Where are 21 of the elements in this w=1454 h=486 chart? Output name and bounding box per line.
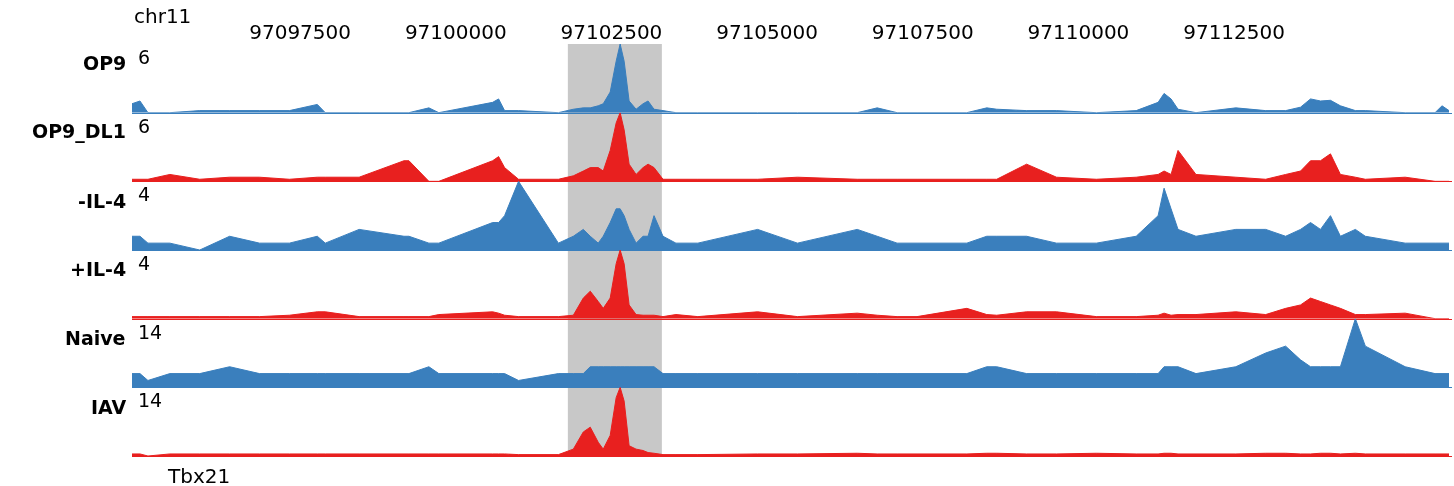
y-axis-title: OP9_DL1 [32,120,126,143]
y-axis-title: +IL-4 [70,258,127,280]
annotation: 14 [138,321,163,343]
y-axis-title: IAV [91,396,127,418]
x-tick-label: 97110000 [1027,20,1130,44]
x-tick-label: 97105000 [716,20,818,44]
annotation: 6 [138,115,151,137]
annotation: 4 [138,183,151,205]
annotation: 14 [138,389,163,411]
y-axis-title: Naive [65,327,126,349]
annotation: 6 [138,46,151,68]
y-axis-title: OP9 [83,52,127,74]
x-tick-label: 97107500 [871,20,974,44]
x-tick-label: 97102500 [560,20,663,44]
x-tick-label: 97100000 [404,20,507,44]
y-axis-title: -IL-4 [78,190,127,212]
x-tick-label: 97112500 [1183,20,1285,44]
annotation: 4 [138,252,151,274]
text: Tbx21 [167,464,231,486]
text: chr11 [134,4,192,28]
x-tick-label: 97097500 [249,20,352,44]
